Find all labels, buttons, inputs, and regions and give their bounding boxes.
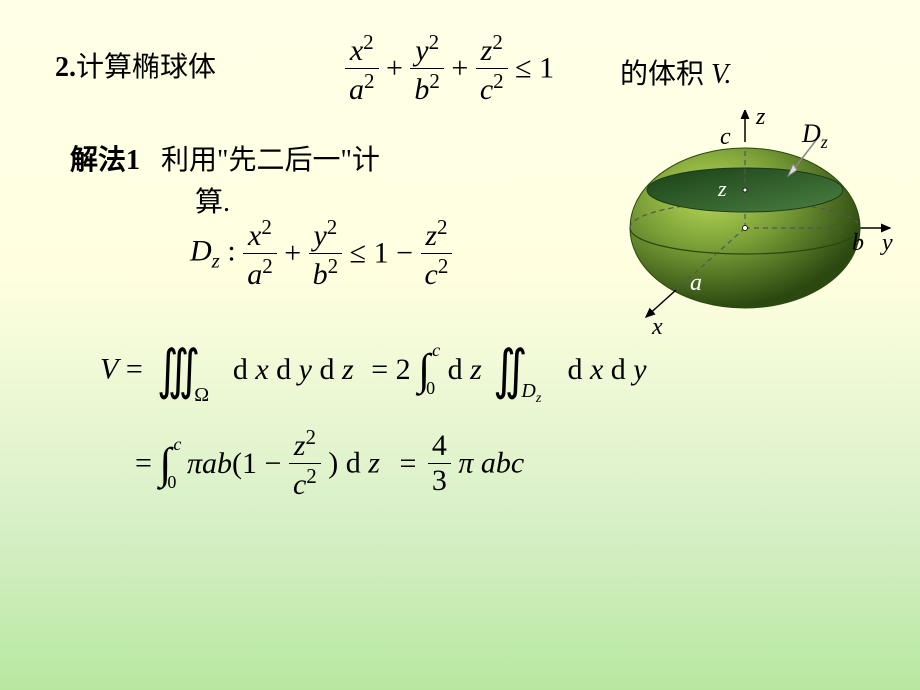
problem-text-prefix: 计算椭球体	[76, 52, 216, 83]
solution-text1: 利用"先二后一"计	[161, 145, 380, 176]
volume-integral-equation: V = ∭ Ω d x d y d z = 2 ∫ c 0 d z ∬ Dz d…	[100, 338, 647, 401]
solution-text2: 算.	[195, 180, 230, 220]
ellipsoid-inequality: x2 a2 + y2 b2 + z2 c2 ≤ 1	[345, 30, 554, 107]
b-label: b	[852, 230, 864, 256]
problem-number: 2.	[55, 52, 76, 83]
final-result-equation: = ∫ c 0 πab(1 − z2 c2 ) d z = 4 3 π abc	[135, 425, 524, 502]
x-axis-label: x	[651, 314, 663, 340]
c-label: c	[720, 124, 731, 150]
z-inner-label: z	[717, 176, 727, 201]
solution-label: 解法1	[70, 145, 140, 176]
y-axis-label: y	[880, 230, 893, 256]
dz-region-equation: Dz : x2 a2 + y2 b2 ≤ 1 − z2 c2	[190, 215, 452, 292]
z-axis-label: z	[755, 110, 766, 130]
x-axis	[646, 290, 676, 317]
solution-line: 解法1 利用"先二后一"计	[70, 138, 380, 178]
problem-prefix: 2.计算椭球体	[55, 45, 216, 85]
a-label: a	[690, 270, 702, 296]
ellipsoid-diagram: z y x c b a z Dz	[590, 110, 900, 340]
dz-label: Dz	[801, 119, 828, 152]
problem-suffix: 的体积 V.	[620, 52, 732, 92]
